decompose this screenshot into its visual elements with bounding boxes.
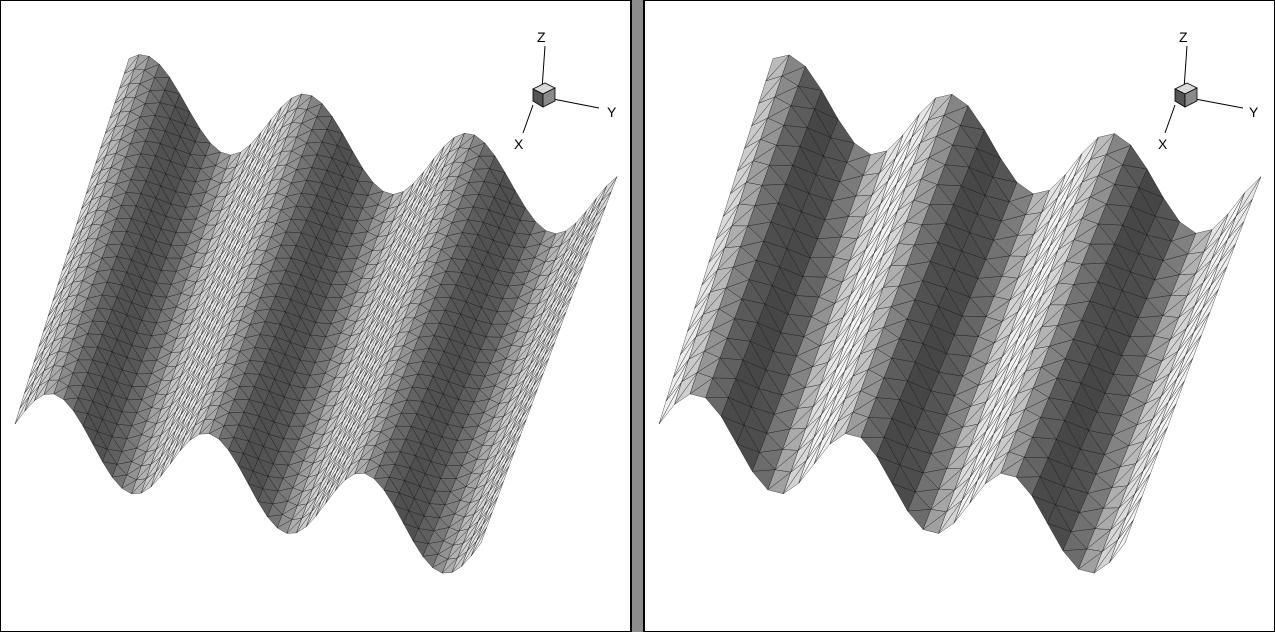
mesh-cell [570,210,587,238]
mesh-cell [306,95,323,110]
x-axis-label: X [514,136,524,152]
mesh-cell [1171,221,1197,242]
mesh-cell [367,182,384,196]
mesh-cell [296,93,313,109]
mesh-cell [377,191,394,206]
mesh-cell [184,111,201,130]
mesh-cell [560,222,577,246]
mesh-cell [1236,176,1262,216]
mesh-cell [489,155,506,173]
mesh-cell [347,150,364,169]
mesh-cell [357,168,374,183]
mesh-cell [1041,174,1066,213]
mesh-cell [337,132,354,152]
mesh-cell [195,128,211,144]
mesh-cell [895,113,920,158]
mesh-cell [1219,192,1245,237]
mesh-cell [879,134,904,174]
viewport-right[interactable]: Z Y X [644,0,1275,632]
viewport-left[interactable]: Z Y X [0,0,631,632]
wavy-surface-right [658,54,1262,574]
mesh-cell [174,93,191,113]
mesh-cell [830,118,855,144]
x-axis-label: X [1158,136,1168,152]
mesh-cell [458,133,476,149]
mesh-cell [550,230,567,249]
mesh-cell [1008,182,1034,203]
axis-triad-left: Z Y X [514,29,617,152]
mesh-cell [846,142,871,163]
mesh-cell [1138,168,1164,199]
mesh-cell [1122,144,1148,170]
mesh-cell [286,93,303,113]
mesh-cell [266,106,282,135]
surface-plot-right[interactable]: Z Y X [645,1,1274,631]
mesh-cell [428,146,445,175]
mesh-cell [326,116,343,134]
mesh-cell [863,150,888,176]
mesh-cell [448,133,465,153]
mesh-cell [499,172,516,191]
mesh-cell [529,221,547,235]
mesh-cell [960,105,985,131]
mesh-cell [1073,137,1099,177]
mesh-cell [205,142,221,157]
mesh-cell [1025,189,1051,215]
mesh-cell [215,151,232,166]
viewport-separator[interactable] [631,0,644,632]
mesh-cell [1154,197,1181,222]
mesh-cell [316,103,333,117]
mesh-cell [124,54,140,74]
mesh-cell [590,185,607,214]
mesh-cell [765,54,790,82]
mesh-cell [509,190,526,209]
mesh-cell [134,54,150,70]
mesh-cell [479,142,496,157]
mesh-cell [927,93,953,121]
mesh-cell [814,90,839,120]
mesh-cell [1203,213,1229,252]
mesh-cell [1106,133,1132,155]
mesh-cell [164,76,181,95]
mesh-cell [911,97,936,138]
mesh-cell [225,151,242,170]
mesh-cell [1090,133,1116,160]
mesh-cell [438,137,455,162]
mesh-cell [580,197,597,227]
surface-plot-left[interactable]: Z Y X [1,1,630,631]
z-axis-label: Z [1179,29,1188,45]
mesh-cell [1187,229,1213,255]
mesh-cell [1057,153,1083,198]
mesh-cell [539,230,557,245]
mesh-cell [418,158,435,188]
mesh-cell [398,183,414,207]
axis-triad-right: Z Y X [1158,29,1259,152]
wavy-surface-left [14,54,618,574]
mesh-cell [519,207,537,222]
mesh-cell [408,171,424,199]
mesh-cell [601,176,618,202]
mesh-cell [781,54,806,77]
mesh-cell [276,97,292,123]
mesh-cell [256,119,272,148]
mesh-cell [387,191,405,209]
mesh-cell [154,63,171,78]
mesh-cell [976,129,1002,159]
mesh-cell [235,143,252,167]
y-axis-label: Y [607,104,617,120]
mesh-cell [944,93,969,116]
z-axis-label: Z [537,29,546,45]
mesh-cell [468,134,486,150]
mesh-cell [144,56,160,71]
mesh-cell [245,132,262,160]
mesh-cell [798,66,823,91]
y-axis-label: Y [1249,104,1259,120]
mesh-cell [992,158,1018,183]
